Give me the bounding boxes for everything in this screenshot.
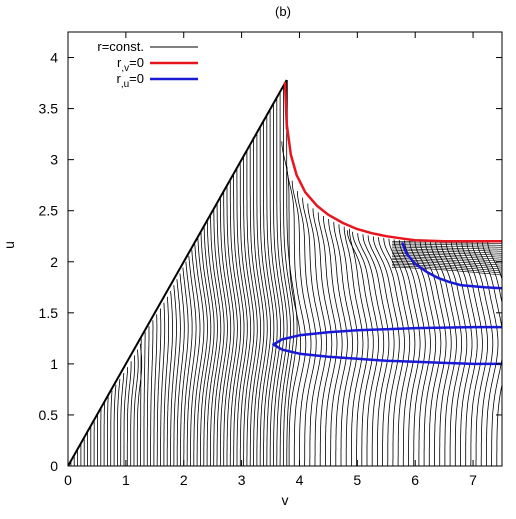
r-const-contour: [121, 373, 124, 466]
r-const-contour: [260, 127, 270, 466]
x-tick-label: 4: [296, 472, 304, 488]
r-const-contour: [214, 209, 224, 466]
r-const-contour: [227, 186, 237, 467]
r-const-contour: [204, 227, 214, 467]
r-const-contour: [151, 320, 153, 466]
r-const-contour: [144, 332, 145, 466]
x-tick-label: 6: [411, 472, 419, 488]
r-const-contour: [379, 237, 405, 466]
r-const-contour: [200, 232, 210, 466]
legend: r=const.r,v=0r,u=0: [97, 39, 198, 90]
y-axis-label: u: [1, 241, 17, 249]
x-tick-label: 3: [238, 472, 246, 488]
r-const-contour: [373, 236, 399, 466]
r-const-contour: [230, 180, 240, 466]
r-const-contour: [220, 197, 230, 466]
y-tick-label: 4: [50, 50, 58, 66]
y-tick-label: 2.5: [39, 203, 59, 219]
r-const-contour: [244, 156, 254, 466]
r-const-contour: [270, 109, 280, 466]
r-const-contour: [171, 285, 177, 466]
x-tick-label: 5: [353, 472, 361, 488]
r-const-contours: [68, 80, 514, 466]
r-const-contour: [467, 241, 493, 466]
x-axis-label: v: [282, 492, 289, 508]
r-const-contour: [482, 241, 508, 466]
r-const-contour: [363, 234, 389, 466]
r-const-contour: [154, 314, 157, 466]
r-const-contour: [147, 326, 149, 466]
x-tick-label: 2: [180, 472, 188, 488]
r-const-contour: [167, 291, 172, 466]
r-const-contour: [117, 379, 120, 466]
y-tick-label: 3: [50, 152, 58, 168]
r-const-contour: [194, 244, 204, 466]
x-tick-label: 7: [469, 472, 477, 488]
r-const-contour: [234, 174, 244, 466]
y-tick-label: 3.5: [39, 101, 59, 117]
r-const-contour: [392, 244, 502, 245]
r-const-contour: [104, 402, 105, 466]
r-const-contour: [224, 191, 234, 466]
r-const-contour: [237, 168, 247, 466]
chart-title: (b): [275, 4, 291, 19]
r-const-contour: [107, 396, 108, 466]
y-tick-label: 1.5: [39, 305, 59, 321]
y-tick-label: 2: [50, 254, 58, 270]
r-v-zero-curve: [285, 83, 502, 241]
x-tick-label: 1: [122, 472, 130, 488]
legend-label: r=const.: [97, 39, 144, 54]
y-tick-label: 0: [50, 458, 58, 474]
r-const-contour: [368, 235, 394, 466]
r-const-contour: [111, 391, 112, 466]
r-const-contour: [389, 239, 415, 466]
r-const-contour: [114, 385, 116, 466]
legend-label: r,u=0: [116, 71, 144, 90]
r-const-contour: [399, 240, 425, 466]
y-tick-label: 0.5: [39, 407, 59, 423]
r-const-contour: [217, 203, 227, 466]
r-const-contour: [358, 233, 384, 466]
r-const-contour: [384, 238, 410, 466]
r-const-contour: [141, 338, 142, 466]
special-curves: [273, 83, 502, 364]
r-const-contour: [267, 115, 277, 466]
axis-ticks: 0 1 2 3 4 5 6 7 0 0.5 1 1.5 2 2.5 3 3.5 4: [39, 32, 502, 488]
r-const-contour: [247, 150, 257, 466]
x-tick-label: 0: [64, 472, 72, 488]
y-tick-label: 1: [50, 356, 58, 372]
r-const-contour: [264, 121, 274, 466]
r-const-contour: [240, 162, 251, 466]
